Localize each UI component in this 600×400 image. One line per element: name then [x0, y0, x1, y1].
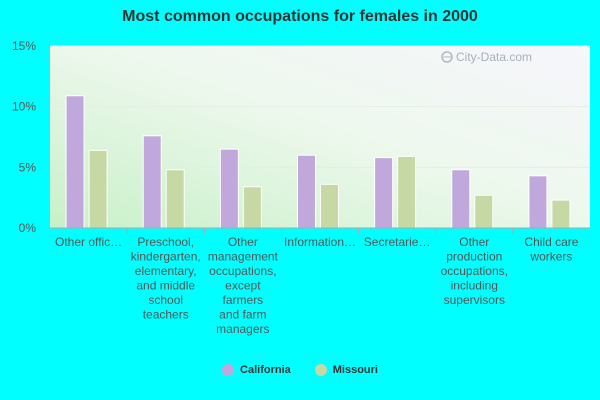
category-label: Child care workers — [524, 235, 578, 264]
bar-california — [528, 175, 548, 229]
category-label: Information… — [284, 235, 356, 249]
bar-missouri — [88, 149, 108, 229]
y-tick-label: 5% — [19, 160, 37, 174]
legend-label-california: California — [240, 364, 291, 376]
bar-missouri — [320, 183, 339, 229]
gridlines — [50, 45, 590, 168]
watermark: City-Data.com — [441, 50, 532, 64]
y-tick-label: 10% — [12, 100, 36, 114]
watermark-text: City-Data.com — [456, 50, 532, 64]
bar-missouri — [474, 194, 494, 229]
bar-california — [142, 135, 162, 229]
legend-swatch-missouri — [314, 364, 327, 376]
legend-item-missouri: Missouri — [314, 364, 378, 376]
bar-california — [374, 157, 394, 229]
chart-title: Most common occupations for females in 2… — [122, 8, 478, 25]
bar-missouri — [165, 169, 185, 229]
bar-california — [65, 95, 85, 229]
legend: California Missouri — [0, 364, 600, 376]
category-label: Secretarie… — [364, 235, 431, 249]
bar-california — [297, 154, 316, 229]
category-label: Other offic… — [55, 235, 122, 249]
category-label: Preschool, kindergarten, elementary, and mi… — [131, 235, 201, 322]
y-axis-ticks: 0% 5% 10% 15% — [12, 39, 36, 235]
legend-item-california: California — [222, 364, 291, 376]
bar-missouri — [551, 199, 571, 229]
legend-label-missouri: Missouri — [332, 364, 378, 376]
bar-missouri — [397, 155, 417, 229]
bar-california — [219, 148, 239, 229]
bars — [65, 95, 571, 229]
y-tick-label: 15% — [12, 39, 36, 53]
bar-california — [451, 169, 471, 229]
category-labels: Other offic… Preschool, kindergarten, eleme… — [50, 227, 590, 336]
category-label: Other management occupations, except farmers… — [208, 235, 279, 336]
bar-missouri — [242, 186, 262, 229]
category-label: Other production occupations, including supe… — [441, 235, 508, 307]
y-tick-label: 0% — [19, 221, 37, 235]
legend-swatch-california — [222, 364, 235, 376]
